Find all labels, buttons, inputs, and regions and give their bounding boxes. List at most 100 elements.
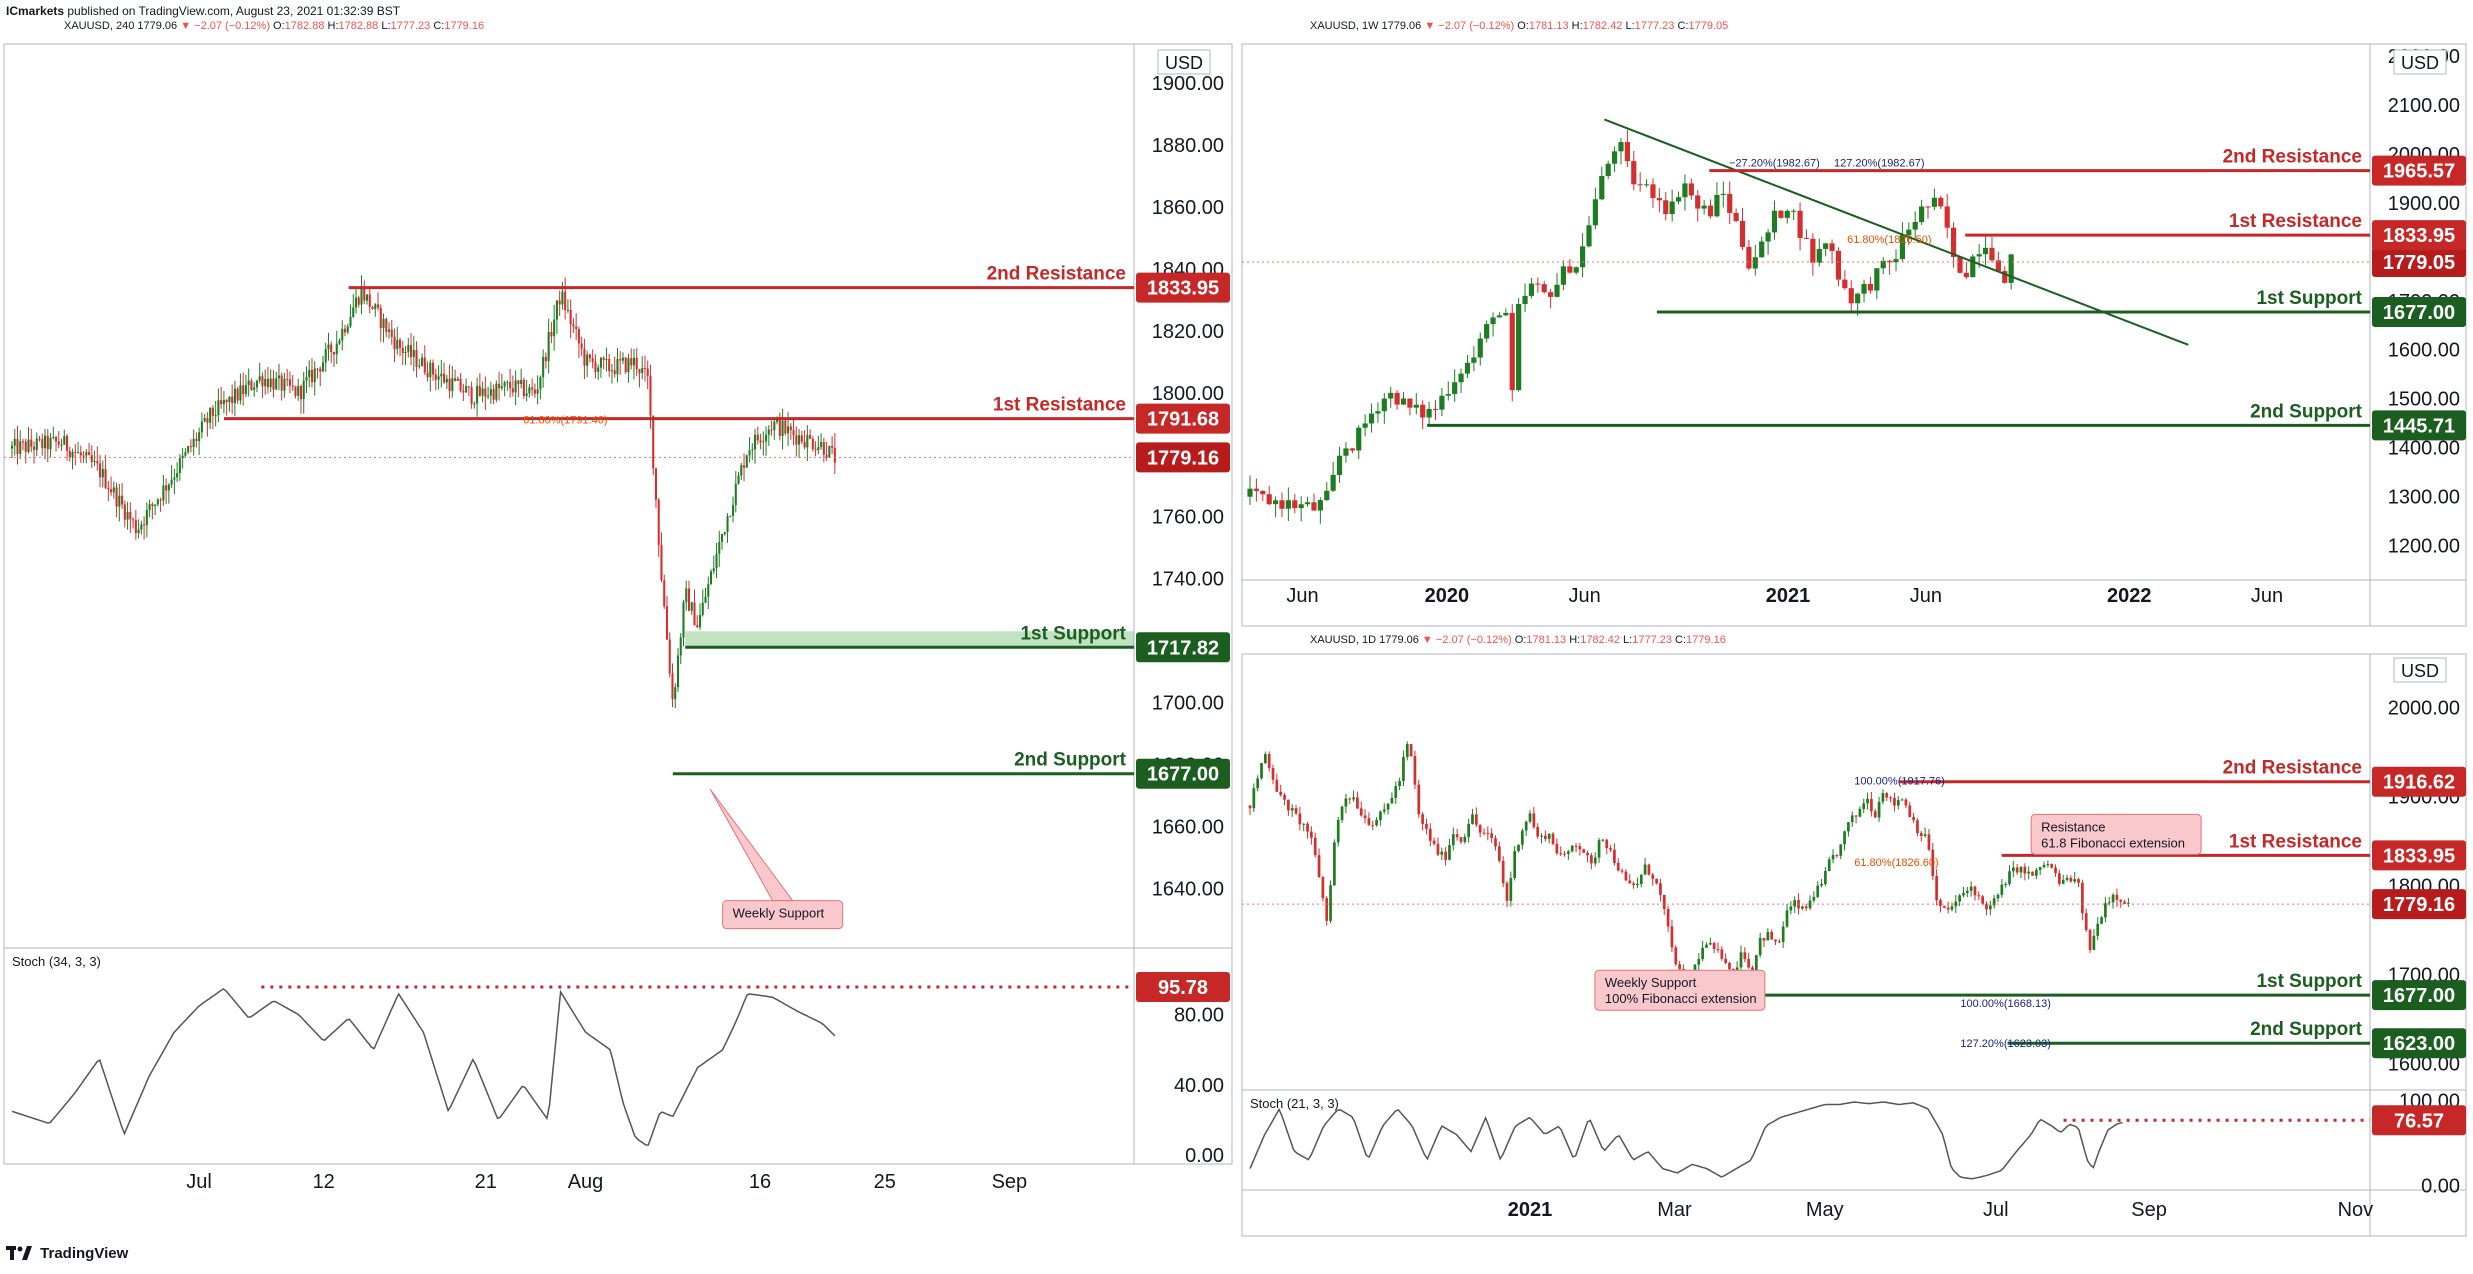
candle-body bbox=[354, 297, 358, 308]
candle-body bbox=[30, 439, 33, 447]
candle-body bbox=[253, 387, 256, 390]
last-price: 1779.06 bbox=[1381, 20, 1422, 32]
candle-body bbox=[217, 400, 220, 416]
panel-border bbox=[1241, 653, 2467, 1237]
candle-body bbox=[1573, 267, 1579, 273]
candle-body bbox=[1402, 757, 1405, 782]
candle-body bbox=[244, 385, 247, 395]
level-label: 2nd Support bbox=[2250, 401, 2363, 422]
candle-body bbox=[297, 386, 300, 396]
candle-body bbox=[2000, 884, 2004, 895]
candle-body bbox=[121, 495, 124, 505]
candle-body bbox=[1386, 803, 1390, 810]
candle-body bbox=[528, 387, 531, 394]
candle-body bbox=[1982, 247, 1989, 255]
candle-body bbox=[646, 368, 649, 376]
candle-body bbox=[418, 365, 421, 367]
level-badge-text: 1833.95 bbox=[2383, 225, 2455, 247]
price-badge-bg bbox=[2372, 247, 2466, 278]
candle-body bbox=[456, 378, 459, 381]
candle-body bbox=[522, 379, 525, 397]
candle-body bbox=[302, 380, 305, 400]
candle-body bbox=[1421, 814, 1424, 824]
candle-body bbox=[1808, 900, 1812, 909]
candle-body bbox=[1939, 900, 1942, 906]
candle-body bbox=[1746, 246, 1752, 269]
level-2nd-resistance: 2nd Resistance 1833.95 bbox=[348, 264, 1230, 303]
candle-body bbox=[365, 294, 369, 301]
down-arrow-icon: ▼ bbox=[180, 20, 192, 32]
candle-body bbox=[1349, 448, 1355, 451]
candle-body bbox=[1567, 851, 1570, 854]
candle-body bbox=[2111, 894, 2115, 903]
candle-body bbox=[591, 358, 594, 363]
fib-label: 127.20%(1623.03) bbox=[1960, 1038, 2051, 1050]
y-tick-label: 2100.00 bbox=[2388, 95, 2460, 117]
candle-body bbox=[352, 307, 355, 318]
level-2nd-resistance: 2nd Resistance 1916.62 bbox=[1898, 758, 2466, 797]
price-badge-text: 1779.05 bbox=[2383, 252, 2455, 274]
x-tick-label: 21 bbox=[475, 1171, 497, 1193]
candle-body bbox=[123, 504, 126, 520]
candle-body bbox=[1720, 949, 1724, 959]
candle-body bbox=[209, 407, 212, 423]
candle-body bbox=[1643, 864, 1647, 875]
candle-body bbox=[1670, 926, 1674, 948]
candle-body bbox=[1464, 362, 1471, 374]
candle-body bbox=[93, 461, 96, 463]
candle-body bbox=[1873, 811, 1877, 818]
candle-body bbox=[542, 356, 545, 378]
candle-body bbox=[206, 418, 209, 423]
candle-body bbox=[1962, 892, 1965, 896]
candle-body bbox=[396, 339, 399, 350]
candle-body bbox=[729, 515, 732, 517]
stoch-tick-label: 80.00 bbox=[1174, 1005, 1224, 1027]
candle-body bbox=[762, 441, 765, 443]
candle-body bbox=[1363, 815, 1367, 819]
candle-body bbox=[748, 450, 751, 456]
candle-body bbox=[440, 373, 443, 377]
candle-body bbox=[214, 415, 217, 417]
level-label: 1st Resistance bbox=[2229, 831, 2362, 852]
candle-body bbox=[1605, 163, 1611, 177]
candle-body bbox=[1580, 246, 1586, 268]
currency-box bbox=[1157, 49, 1211, 75]
candle-body bbox=[1367, 818, 1371, 826]
candle-body bbox=[720, 534, 724, 542]
candle-body bbox=[1938, 197, 1944, 207]
trendline bbox=[1603, 118, 2189, 346]
candle-body bbox=[2119, 899, 2123, 902]
candle-body bbox=[566, 309, 569, 311]
candle-body bbox=[200, 421, 203, 433]
candle-body bbox=[1555, 843, 1559, 854]
candle-body bbox=[1870, 798, 1873, 812]
candle-body bbox=[1398, 781, 1401, 787]
candle-body bbox=[176, 473, 179, 478]
candle-body bbox=[1592, 199, 1598, 226]
level-1st-resistance: 1st Resistance 1833.95 bbox=[1965, 211, 2466, 251]
candle-body bbox=[255, 380, 258, 388]
candle-body bbox=[32, 446, 36, 450]
candle-body bbox=[1455, 834, 1459, 838]
current-price-badge: 1779.16 bbox=[2372, 889, 2466, 920]
tradingview-logo-icon bbox=[6, 1246, 32, 1260]
candle-body bbox=[1586, 225, 1592, 247]
currency-label: USD bbox=[1157, 49, 1211, 75]
candle-body bbox=[198, 432, 201, 442]
candle-body bbox=[1267, 754, 1271, 768]
candle-body bbox=[1880, 260, 1886, 269]
candle-body bbox=[173, 477, 176, 480]
candle-body bbox=[1271, 767, 1275, 780]
candle-body bbox=[1659, 883, 1662, 895]
candle-body bbox=[718, 541, 721, 554]
candle-body bbox=[1752, 257, 1758, 269]
candle-body bbox=[1567, 266, 1573, 273]
level-badge-bg bbox=[1136, 403, 1230, 434]
candle-body bbox=[627, 358, 630, 372]
candle-body bbox=[2084, 913, 2088, 930]
candle-body bbox=[1797, 210, 1803, 238]
candle-body bbox=[465, 386, 468, 393]
candle-body bbox=[2008, 871, 2011, 885]
price-badge-bg bbox=[2372, 889, 2466, 920]
